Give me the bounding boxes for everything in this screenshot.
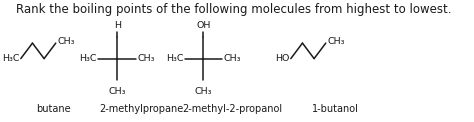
Text: Rank the boiling points of the following molecules from highest to lowest.: Rank the boiling points of the following… (16, 3, 452, 16)
Text: CH₃: CH₃ (224, 54, 241, 63)
Text: OH: OH (196, 21, 210, 30)
Text: H₃C: H₃C (166, 54, 183, 63)
Text: H₃C: H₃C (80, 54, 97, 63)
Text: H: H (114, 21, 120, 30)
Text: butane: butane (36, 104, 71, 114)
Text: CH₃: CH₃ (195, 87, 212, 96)
Text: CH₃: CH₃ (57, 37, 75, 46)
Text: CH₃: CH₃ (137, 54, 155, 63)
Text: 2-methyl-2-propanol: 2-methyl-2-propanol (182, 104, 283, 114)
Text: CH₃: CH₃ (109, 87, 126, 96)
Text: 1-butanol: 1-butanol (312, 104, 359, 114)
Text: 2-methylpropane: 2-methylpropane (99, 104, 183, 114)
Text: H₃C: H₃C (2, 54, 19, 63)
Text: CH₃: CH₃ (328, 37, 345, 46)
Text: HO: HO (275, 54, 289, 63)
